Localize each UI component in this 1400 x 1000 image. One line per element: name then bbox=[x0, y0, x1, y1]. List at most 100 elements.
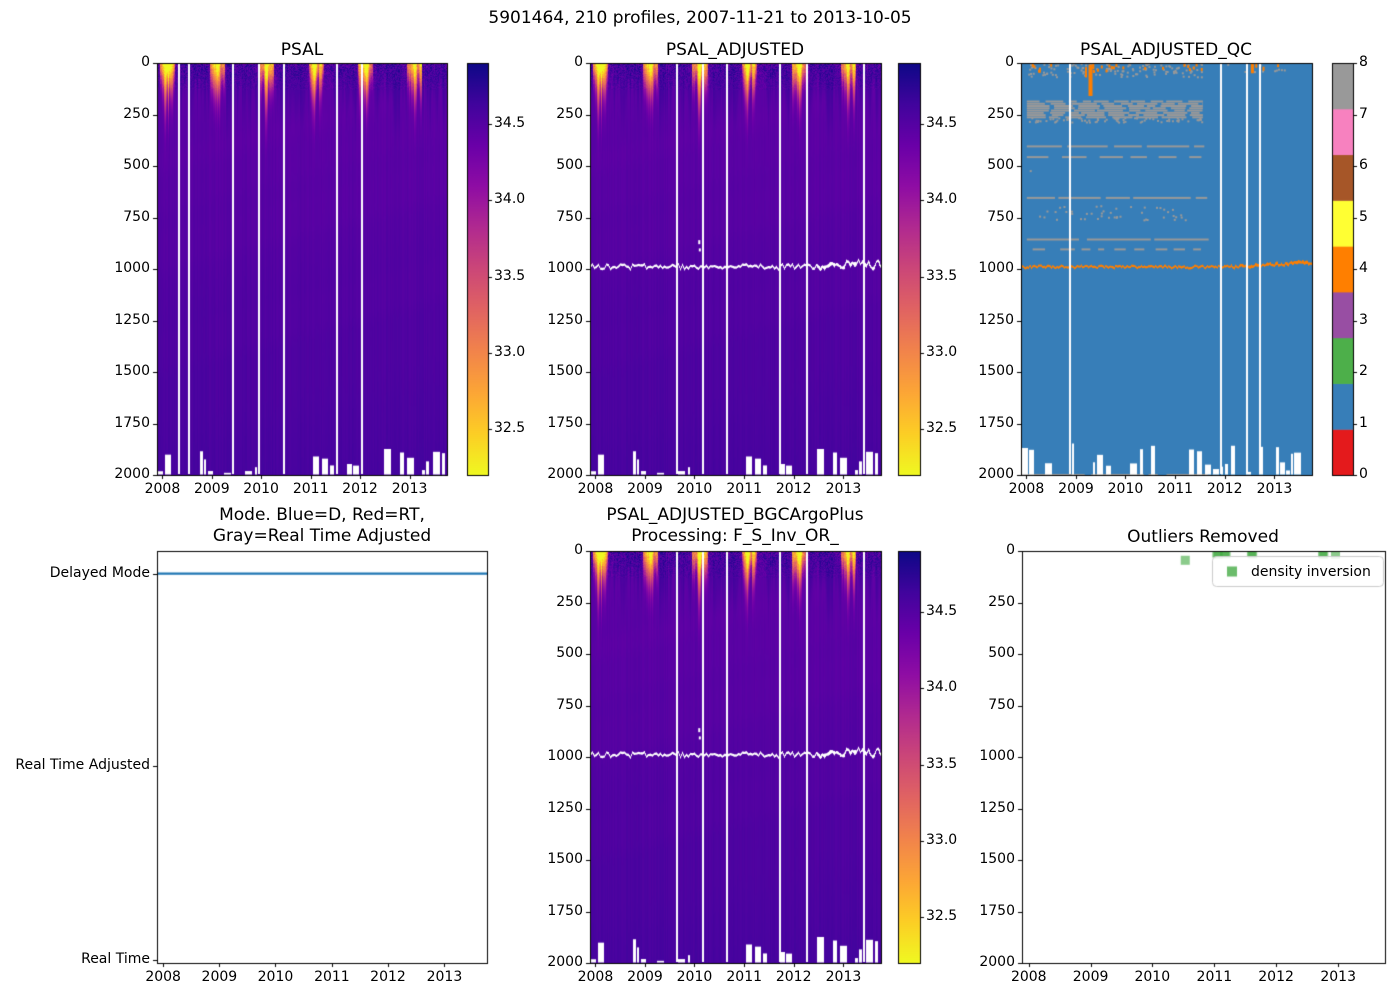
psal_adjusted_qc-y-tick-1250: 1250 bbox=[978, 311, 1014, 328]
psal_adjusted_qc-x-tick-2012: 2012 bbox=[1206, 481, 1243, 497]
psal_adjusted_bgc-y-tick-0: 0 bbox=[574, 542, 583, 558]
figure-title: 5901464, 210 profiles, 2007-11-21 to 201… bbox=[488, 8, 912, 28]
qc-cbar-tick-3: 3 bbox=[1359, 311, 1368, 328]
psal-x-tick-2010: 2010 bbox=[243, 481, 279, 497]
psal_adjusted-x-tick-2011: 2011 bbox=[726, 481, 763, 497]
qc-cbar-tick-5: 5 bbox=[1359, 208, 1368, 225]
psal-y-tick-0: 0 bbox=[141, 54, 150, 70]
psal_adjusted_qc-y-tick-500: 500 bbox=[987, 157, 1014, 173]
qc-cbar-tick-7: 7 bbox=[1359, 105, 1368, 122]
psal_adjusted_qc-y-tick-1750: 1750 bbox=[978, 414, 1014, 431]
panel-psal-title: PSAL bbox=[280, 40, 324, 60]
psal-x-tick-2009: 2009 bbox=[193, 481, 230, 497]
psal_adjusted-y-tick-250: 250 bbox=[556, 105, 583, 122]
psal_adjusted_bgc-y-tick-250: 250 bbox=[556, 593, 583, 610]
psal-y-tick-750: 750 bbox=[123, 208, 150, 225]
qc-cbar-tick-2: 2 bbox=[1359, 363, 1368, 379]
psal_adjusted_qc-y-tick-250: 250 bbox=[987, 105, 1014, 122]
outliers-x-tick-2013: 2013 bbox=[1320, 969, 1356, 985]
outliers-x-tick-2009: 2009 bbox=[1072, 969, 1109, 985]
mode-x-tick-2010: 2010 bbox=[257, 969, 294, 985]
psal_adjusted_bgc-y-tick-1500: 1500 bbox=[547, 851, 583, 867]
psal-x-tick-2012: 2012 bbox=[342, 481, 378, 497]
mode-x-tick-2011: 2011 bbox=[314, 969, 350, 985]
psal_adjusted_qc-y-tick-1500: 1500 bbox=[978, 363, 1014, 379]
qc-cbar-tick-8: 8 bbox=[1359, 54, 1368, 70]
psal_adjusted-y-tick-1000: 1000 bbox=[547, 260, 583, 276]
psal-y-tick-1250: 1250 bbox=[114, 311, 150, 328]
panel-bgc-title: PSAL_ADJUSTED_BGCArgoPlus Processing: F_… bbox=[606, 505, 864, 546]
psal_adjusted_bgc-x-tick-2013: 2013 bbox=[825, 969, 862, 985]
psal_adjusted-cbar-tick-34.5: 34.5 bbox=[926, 114, 958, 131]
panel-mode-title: Mode. Blue=D, Red=RT, Gray=Real Time Adj… bbox=[212, 505, 432, 546]
psal_adjusted-x-tick-2012: 2012 bbox=[775, 481, 812, 497]
qc-cbar-tick-0: 0 bbox=[1359, 466, 1368, 482]
psal-y-tick-250: 250 bbox=[123, 105, 150, 122]
psal_adjusted_bgc-y-tick-1750: 1750 bbox=[547, 902, 583, 919]
outliers-y-tick-1000: 1000 bbox=[979, 748, 1015, 764]
outliers-y-tick-0: 0 bbox=[1006, 542, 1015, 558]
psal_adjusted_bgc-x-tick-2010: 2010 bbox=[676, 969, 713, 985]
psal_adjusted_qc-x-tick-2011: 2011 bbox=[1157, 481, 1194, 497]
psal-y-tick-1000: 1000 bbox=[114, 260, 150, 276]
psal_adjusted_qc-y-tick-1000: 1000 bbox=[978, 260, 1014, 276]
mode-x-tick-2012: 2012 bbox=[370, 969, 406, 985]
psal-y-tick-500: 500 bbox=[123, 157, 150, 173]
psal-cbar-tick-34.5: 34.5 bbox=[494, 114, 526, 131]
psal-y-tick-2000: 2000 bbox=[114, 466, 150, 482]
psal_adjusted_qc-x-tick-2008: 2008 bbox=[1008, 481, 1045, 497]
psal-cbar-tick-34.0: 34.0 bbox=[494, 191, 526, 208]
panel-outliers-title: Outliers Removed bbox=[1127, 527, 1279, 547]
psal-cbar-tick-32.5: 32.5 bbox=[494, 420, 526, 437]
psal_adjusted_bgc-y-tick-2000: 2000 bbox=[547, 954, 583, 970]
mode-y-tick-2: Real Time bbox=[81, 951, 150, 968]
psal_adjusted-y-tick-1750: 1750 bbox=[547, 414, 583, 431]
psal_adjusted-cbar-tick-33.0: 33.0 bbox=[926, 344, 958, 361]
panel-psal-adjusted-title: PSAL_ADJUSTED bbox=[665, 40, 805, 60]
outliers-y-tick-750: 750 bbox=[988, 696, 1015, 713]
mode-y-tick-1: Real Time Adjusted bbox=[15, 757, 150, 774]
psal_adjusted_bgc-x-tick-2011: 2011 bbox=[726, 969, 763, 985]
psal_adjusted-cbar-tick-32.5: 32.5 bbox=[926, 420, 958, 437]
outliers-y-tick-2000: 2000 bbox=[979, 954, 1015, 970]
panel-psal-adjusted-qc-title: PSAL_ADJUSTED_QC bbox=[1080, 40, 1252, 60]
psal_adjusted-x-tick-2009: 2009 bbox=[627, 481, 663, 497]
psal_adjusted-y-tick-500: 500 bbox=[556, 157, 583, 173]
psal_adjusted-y-tick-1500: 1500 bbox=[547, 363, 583, 379]
mode-y-tick-0: Delayed Mode bbox=[49, 564, 150, 581]
psal-x-tick-2013: 2013 bbox=[391, 481, 428, 497]
psal-cbar-tick-33.5: 33.5 bbox=[494, 267, 526, 284]
mode-x-tick-2013: 2013 bbox=[426, 969, 463, 985]
legend-density-inversion-label: density inversion bbox=[1251, 564, 1371, 580]
outliers-x-tick-2012: 2012 bbox=[1258, 969, 1294, 985]
psal_adjusted_bgc-y-tick-750: 750 bbox=[556, 696, 583, 713]
outliers-y-tick-1500: 1500 bbox=[979, 851, 1015, 867]
psal_adjusted-y-tick-1250: 1250 bbox=[547, 311, 583, 328]
outliers-y-tick-500: 500 bbox=[988, 645, 1015, 661]
psal_adjusted_bgc-x-tick-2009: 2009 bbox=[627, 969, 663, 985]
outliers-x-tick-2011: 2011 bbox=[1196, 969, 1233, 985]
psal_adjusted_bgc-cbar-tick-33.5: 33.5 bbox=[926, 755, 958, 772]
psal_adjusted_qc-x-tick-2010: 2010 bbox=[1107, 481, 1144, 497]
psal_adjusted-y-tick-2000: 2000 bbox=[547, 466, 583, 482]
psal_adjusted_bgc-cbar-tick-33.0: 33.0 bbox=[926, 832, 958, 849]
psal_adjusted-x-tick-2010: 2010 bbox=[676, 481, 713, 497]
outliers-y-tick-250: 250 bbox=[988, 593, 1015, 610]
psal_adjusted_bgc-cbar-tick-34.0: 34.0 bbox=[926, 679, 958, 696]
psal_adjusted_bgc-y-tick-1000: 1000 bbox=[547, 748, 583, 764]
psal_adjusted_bgc-x-tick-2008: 2008 bbox=[577, 969, 614, 985]
psal_adjusted_bgc-cbar-tick-34.5: 34.5 bbox=[926, 602, 958, 619]
outliers-x-tick-2008: 2008 bbox=[1010, 969, 1047, 985]
psal-x-tick-2011: 2011 bbox=[292, 481, 329, 497]
psal_adjusted-cbar-tick-33.5: 33.5 bbox=[926, 267, 958, 284]
psal-x-tick-2008: 2008 bbox=[144, 481, 181, 497]
mode-x-tick-2009: 2009 bbox=[201, 969, 238, 985]
outliers-y-tick-1750: 1750 bbox=[979, 902, 1015, 919]
qc-cbar-tick-1: 1 bbox=[1359, 414, 1368, 431]
psal_adjusted-y-tick-750: 750 bbox=[556, 208, 583, 225]
psal_adjusted_qc-y-tick-2000: 2000 bbox=[978, 466, 1014, 482]
qc-cbar-tick-6: 6 bbox=[1359, 157, 1368, 173]
qc-cbar-tick-4: 4 bbox=[1359, 260, 1368, 276]
psal-y-tick-1750: 1750 bbox=[114, 414, 150, 431]
